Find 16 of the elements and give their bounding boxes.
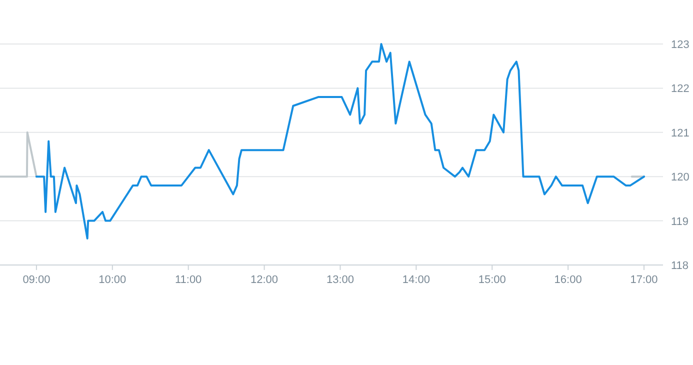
x-tick-label: 09:00 (22, 274, 50, 286)
x-tick-label: 16:00 (554, 274, 582, 286)
x-tick-label: 15:00 (478, 274, 506, 286)
x-tick-label: 17:00 (630, 274, 658, 286)
x-tick-label: 11:00 (174, 274, 202, 286)
x-tick-label: 10:00 (98, 274, 126, 286)
y-tick-label: 123 (671, 39, 690, 51)
x-tick-label: 13:00 (326, 274, 354, 286)
x-tick-label: 12:00 (250, 274, 278, 286)
y-tick-label: 121 (671, 127, 690, 140)
x-tick-label: 14:00 (402, 274, 430, 286)
y-tick-label: 119 (671, 216, 689, 228)
y-tick-label: 120 (671, 172, 690, 184)
line-series (35, 43, 646, 240)
y-tick-label: 122 (671, 83, 690, 96)
y-tick-label: 118 (671, 260, 689, 272)
